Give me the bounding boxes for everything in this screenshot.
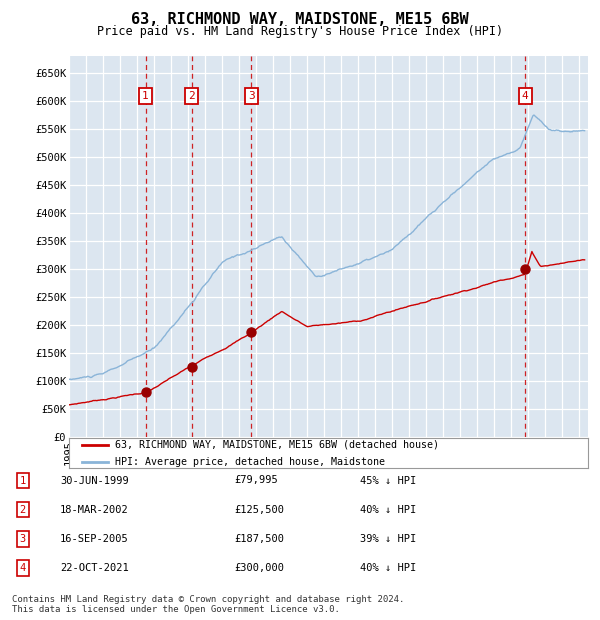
Text: 39% ↓ HPI: 39% ↓ HPI (360, 534, 416, 544)
Text: 3: 3 (248, 91, 254, 101)
Text: 2: 2 (20, 505, 26, 515)
Text: 40% ↓ HPI: 40% ↓ HPI (360, 505, 416, 515)
Text: 4: 4 (522, 91, 529, 101)
Text: 18-MAR-2002: 18-MAR-2002 (60, 505, 129, 515)
Text: £300,000: £300,000 (234, 563, 284, 573)
Text: 4: 4 (20, 563, 26, 573)
Text: 63, RICHMOND WAY, MAIDSTONE, ME15 6BW: 63, RICHMOND WAY, MAIDSTONE, ME15 6BW (131, 12, 469, 27)
Text: £187,500: £187,500 (234, 534, 284, 544)
Text: HPI: Average price, detached house, Maidstone: HPI: Average price, detached house, Maid… (115, 456, 385, 467)
Text: 2: 2 (188, 91, 195, 101)
Text: 1: 1 (20, 476, 26, 485)
Text: This data is licensed under the Open Government Licence v3.0.: This data is licensed under the Open Gov… (12, 604, 340, 614)
Text: 40% ↓ HPI: 40% ↓ HPI (360, 563, 416, 573)
Text: 22-OCT-2021: 22-OCT-2021 (60, 563, 129, 573)
Text: 63, RICHMOND WAY, MAIDSTONE, ME15 6BW (detached house): 63, RICHMOND WAY, MAIDSTONE, ME15 6BW (d… (115, 440, 439, 450)
Text: 16-SEP-2005: 16-SEP-2005 (60, 534, 129, 544)
Text: Price paid vs. HM Land Registry's House Price Index (HPI): Price paid vs. HM Land Registry's House … (97, 25, 503, 38)
Text: £125,500: £125,500 (234, 505, 284, 515)
Text: 30-JUN-1999: 30-JUN-1999 (60, 476, 129, 485)
Text: 1: 1 (142, 91, 149, 101)
Text: Contains HM Land Registry data © Crown copyright and database right 2024.: Contains HM Land Registry data © Crown c… (12, 595, 404, 604)
Text: 3: 3 (20, 534, 26, 544)
Text: 45% ↓ HPI: 45% ↓ HPI (360, 476, 416, 485)
Text: £79,995: £79,995 (234, 476, 278, 485)
